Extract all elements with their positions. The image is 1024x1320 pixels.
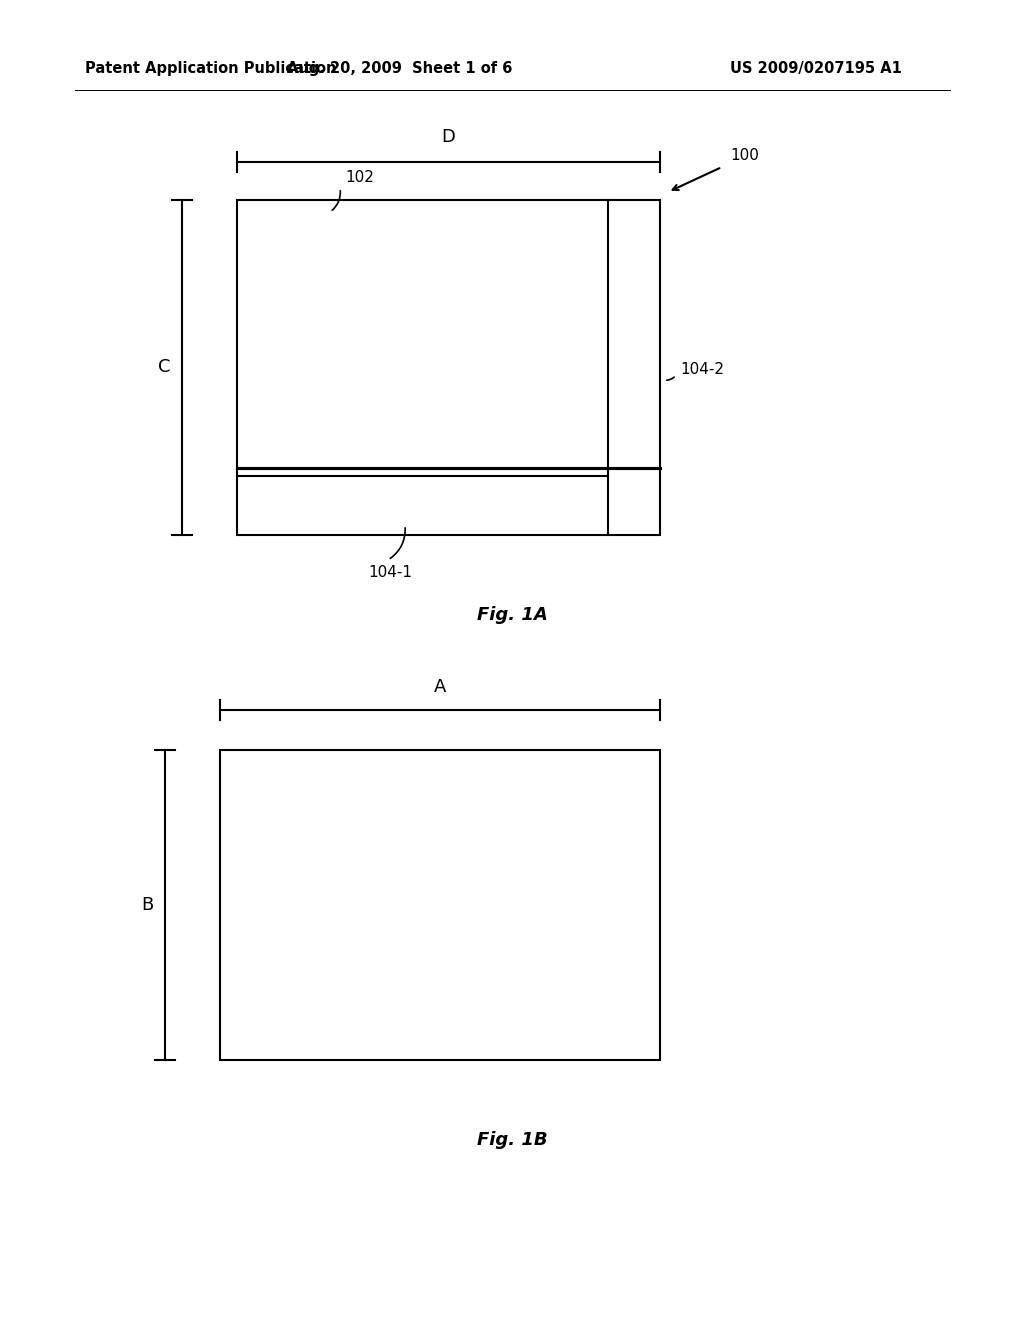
Text: 104-2: 104-2: [680, 363, 724, 378]
Bar: [237, 201, 660, 535]
Text: D: D: [441, 128, 456, 147]
Text: A: A: [434, 678, 446, 696]
Text: 102: 102: [345, 170, 374, 186]
Text: Patent Application Publication: Patent Application Publication: [85, 61, 337, 75]
Text: 100: 100: [730, 148, 759, 162]
Text: B: B: [141, 896, 154, 913]
Text: C: C: [158, 359, 170, 376]
Bar: [220, 750, 660, 1060]
Text: Aug. 20, 2009  Sheet 1 of 6: Aug. 20, 2009 Sheet 1 of 6: [288, 61, 513, 75]
Text: 104-1: 104-1: [368, 565, 412, 579]
Text: US 2009/0207195 A1: US 2009/0207195 A1: [730, 61, 902, 75]
Text: Fig. 1B: Fig. 1B: [477, 1131, 547, 1148]
Text: Fig. 1A: Fig. 1A: [476, 606, 548, 624]
